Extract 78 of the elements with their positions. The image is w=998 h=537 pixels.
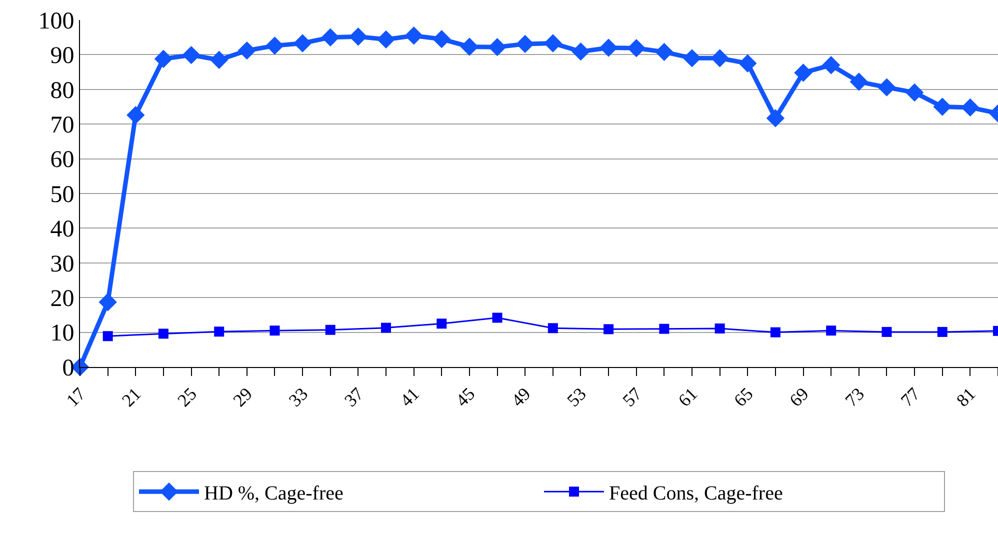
point <box>516 34 534 54</box>
x-tick-label: 53 <box>563 384 590 411</box>
x-tick-label: 41 <box>396 384 424 411</box>
point <box>766 109 785 128</box>
point <box>154 50 173 68</box>
point <box>432 30 451 48</box>
point <box>325 324 336 335</box>
x-tick-label: 61 <box>674 384 702 411</box>
point <box>548 323 558 334</box>
point <box>878 78 896 96</box>
x-tick-label: 25 <box>174 384 200 411</box>
x-tick-label: 33 <box>284 384 312 411</box>
point <box>492 312 502 323</box>
y-tick-label: 90 <box>50 43 74 70</box>
point <box>961 98 980 117</box>
y-tick-label: 40 <box>50 216 74 243</box>
point <box>349 28 368 46</box>
x-tick-label: 73 <box>841 384 868 411</box>
point <box>794 64 812 82</box>
y-tick-label: 100 <box>38 8 74 34</box>
point <box>850 72 868 91</box>
point <box>210 50 228 69</box>
legend-label: Feed Cons, Cage-free <box>609 482 783 504</box>
x-tick-label: 21 <box>118 384 145 411</box>
point <box>905 83 924 102</box>
y-tick-label: 30 <box>50 251 74 278</box>
point <box>270 326 280 336</box>
point <box>436 318 447 329</box>
point <box>321 28 340 46</box>
x-tick-label: 17 <box>62 384 90 411</box>
point <box>404 26 423 45</box>
y-tick-label: 10 <box>50 320 74 347</box>
point <box>572 42 590 61</box>
x-tick-label: 45 <box>452 384 479 411</box>
point <box>182 46 200 64</box>
y-tick-label: 20 <box>50 286 74 312</box>
point <box>376 30 396 49</box>
point <box>627 39 646 58</box>
point <box>238 41 256 60</box>
x-tick-label: 77 <box>896 384 924 411</box>
y-tick-label: 60 <box>50 147 74 174</box>
point <box>381 322 391 333</box>
y-tick-label: 70 <box>50 112 74 138</box>
x-tick-label: 29 <box>229 384 256 411</box>
point <box>266 36 284 55</box>
point <box>682 49 702 68</box>
point <box>98 293 117 312</box>
point <box>659 324 670 334</box>
point <box>102 331 113 342</box>
x-tick-label: 65 <box>730 384 757 411</box>
x-tick-label: 57 <box>618 384 646 411</box>
point <box>158 328 168 339</box>
point <box>738 54 757 72</box>
point <box>826 326 836 336</box>
point <box>770 327 780 338</box>
point <box>882 326 892 337</box>
x-tick-label: 37 <box>340 384 368 411</box>
x-tick-label: 49 <box>507 384 534 411</box>
point <box>655 42 674 62</box>
point <box>488 38 506 56</box>
x-tick-label: 81 <box>952 384 980 411</box>
point <box>293 34 312 52</box>
point <box>714 323 725 334</box>
legend-label: HD %, Cage-free <box>204 482 344 504</box>
y-tick-label: 50 <box>50 182 74 208</box>
point <box>460 38 479 56</box>
point <box>933 98 952 116</box>
point <box>544 34 562 52</box>
point <box>126 106 145 124</box>
point <box>604 324 614 334</box>
point <box>937 326 948 337</box>
point <box>214 326 224 337</box>
point <box>710 49 729 68</box>
point <box>822 56 840 74</box>
point <box>599 38 618 57</box>
y-tick-label: 0 <box>62 355 74 382</box>
y-tick-label: 80 <box>50 78 74 104</box>
x-tick-label: 69 <box>786 384 812 411</box>
